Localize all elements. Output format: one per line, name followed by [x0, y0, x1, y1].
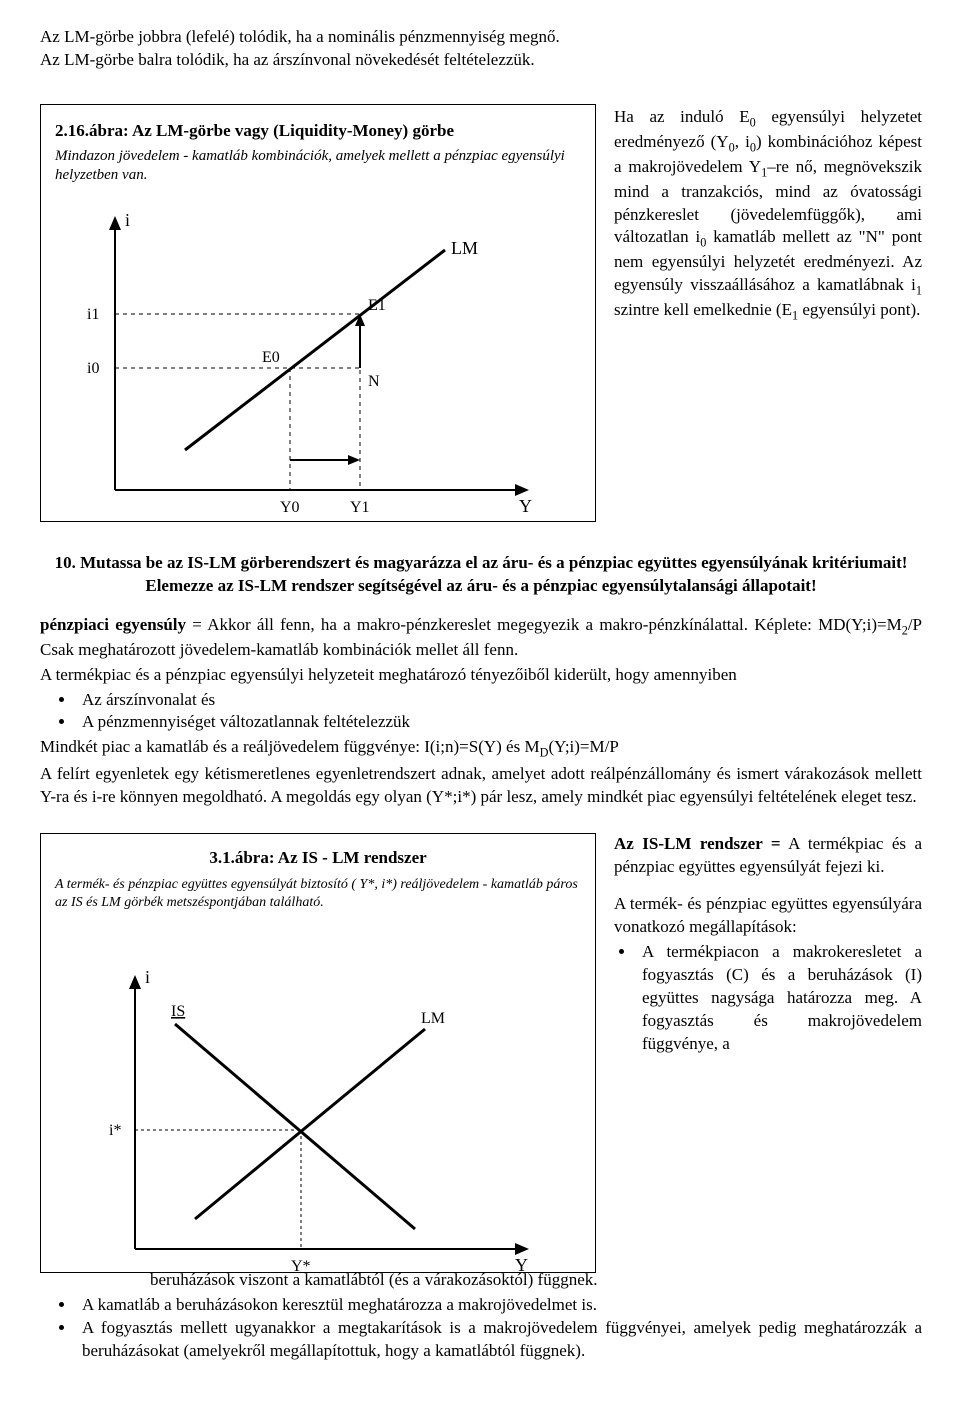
svg-text:Y0: Y0 — [280, 499, 300, 516]
intro-line1: Az LM-görbe jobbra (lefelé) tolódik, ha … — [40, 26, 922, 49]
question-heading: 10. Mutassa be az IS-LM görberendszert é… — [40, 552, 922, 598]
svg-text:E0: E0 — [262, 349, 280, 366]
body-list: Az árszínvonalat és A pénzmennyiséget vá… — [76, 689, 922, 735]
svg-text:E1: E1 — [368, 297, 386, 314]
after-li3: A fogyasztás mellett ugyanakkor a megtak… — [76, 1317, 922, 1363]
intro-line2: Az LM-görbe balra tolódik, ha az árszínv… — [40, 49, 922, 72]
side2-list: A termékpiacon a makrokeresletet a fogya… — [636, 941, 922, 1056]
question-text: 10. Mutassa be az IS-LM görberendszert é… — [55, 553, 908, 595]
fig2-svg: i Y IS LM i* Y* — [55, 919, 575, 1279]
side2-p2: A termék- és pénzpiac együttes egyensúly… — [614, 893, 922, 939]
body-p3: Mindkét piac a kamatláb és a reáljövedel… — [40, 736, 922, 761]
body-li2: A pénzmennyiséget változatlannak feltéte… — [76, 711, 922, 734]
body-p4: A felírt egyenletek egy kétismeretlenes … — [40, 763, 922, 809]
fig1-svg: i Y LM E0 E1 Ni1 i0 Y0 Y1 — [55, 190, 575, 520]
after-li2: A kamatláb a beruházásokon keresztül meg… — [76, 1294, 922, 1317]
svg-text:i: i — [145, 967, 150, 987]
svg-text:Y1: Y1 — [350, 499, 370, 516]
after-block: beruházások viszont a kamatlábtól (és a … — [40, 1269, 922, 1363]
fig1-title: 2.16.ábra: Az LM-görbe vagy (Liquidity-M… — [55, 121, 581, 141]
body-block: pénzpiaci egyensúly = Akkor áll fenn, ha… — [40, 614, 922, 809]
side1: Ha az induló E0 egyensúlyi helyzetet ere… — [614, 104, 922, 522]
side1-text: Ha az induló E0 egyensúlyi helyzetet ere… — [614, 104, 922, 324]
svg-text:i0: i0 — [87, 360, 99, 377]
figure-2: 3.1.ábra: Az IS - LM rendszer A termék- … — [40, 833, 596, 1273]
svg-text:Y: Y — [515, 1255, 528, 1275]
svg-text:i1: i1 — [87, 306, 99, 323]
svg-text:LM: LM — [421, 1010, 445, 1027]
side2: Az IS-LM rendszer = A termékpiac és a pé… — [614, 833, 922, 1273]
fig2-desc: A termék- és pénzpiac együttes egyensúly… — [55, 876, 581, 911]
intro-text: Az LM-görbe jobbra (lefelé) tolódik, ha … — [40, 26, 922, 72]
svg-text:N: N — [368, 373, 380, 390]
side2-li1: A termékpiacon a makrokeresletet a fogya… — [636, 941, 922, 1056]
row-fig1: 2.16.ábra: Az LM-görbe vagy (Liquidity-M… — [40, 104, 922, 522]
fig2-title: 3.1.ábra: Az IS - LM rendszer — [55, 848, 581, 868]
svg-text:Y*: Y* — [291, 1258, 311, 1275]
svg-text:i: i — [125, 210, 130, 230]
svg-text:IS: IS — [171, 1003, 185, 1020]
after-list: A kamatláb a beruházásokon keresztül meg… — [76, 1294, 922, 1363]
side2-p1: Az IS-LM rendszer = A termékpiac és a pé… — [614, 833, 922, 879]
figure-1: 2.16.ábra: Az LM-görbe vagy (Liquidity-M… — [40, 104, 596, 522]
row-fig2: 3.1.ábra: Az IS - LM rendszer A termék- … — [40, 833, 922, 1273]
body-p2: A termékpiac és a pénzpiac egyensúlyi he… — [40, 664, 922, 687]
body-li1: Az árszínvonalat és — [76, 689, 922, 712]
svg-text:i*: i* — [109, 1122, 121, 1139]
svg-text:LM: LM — [451, 238, 478, 258]
svg-text:Y: Y — [519, 496, 532, 516]
fig1-desc: Mindazon jövedelem - kamatláb kombináció… — [55, 147, 581, 185]
body-p1: pénzpiaci egyensúly = Akkor áll fenn, ha… — [40, 614, 922, 662]
